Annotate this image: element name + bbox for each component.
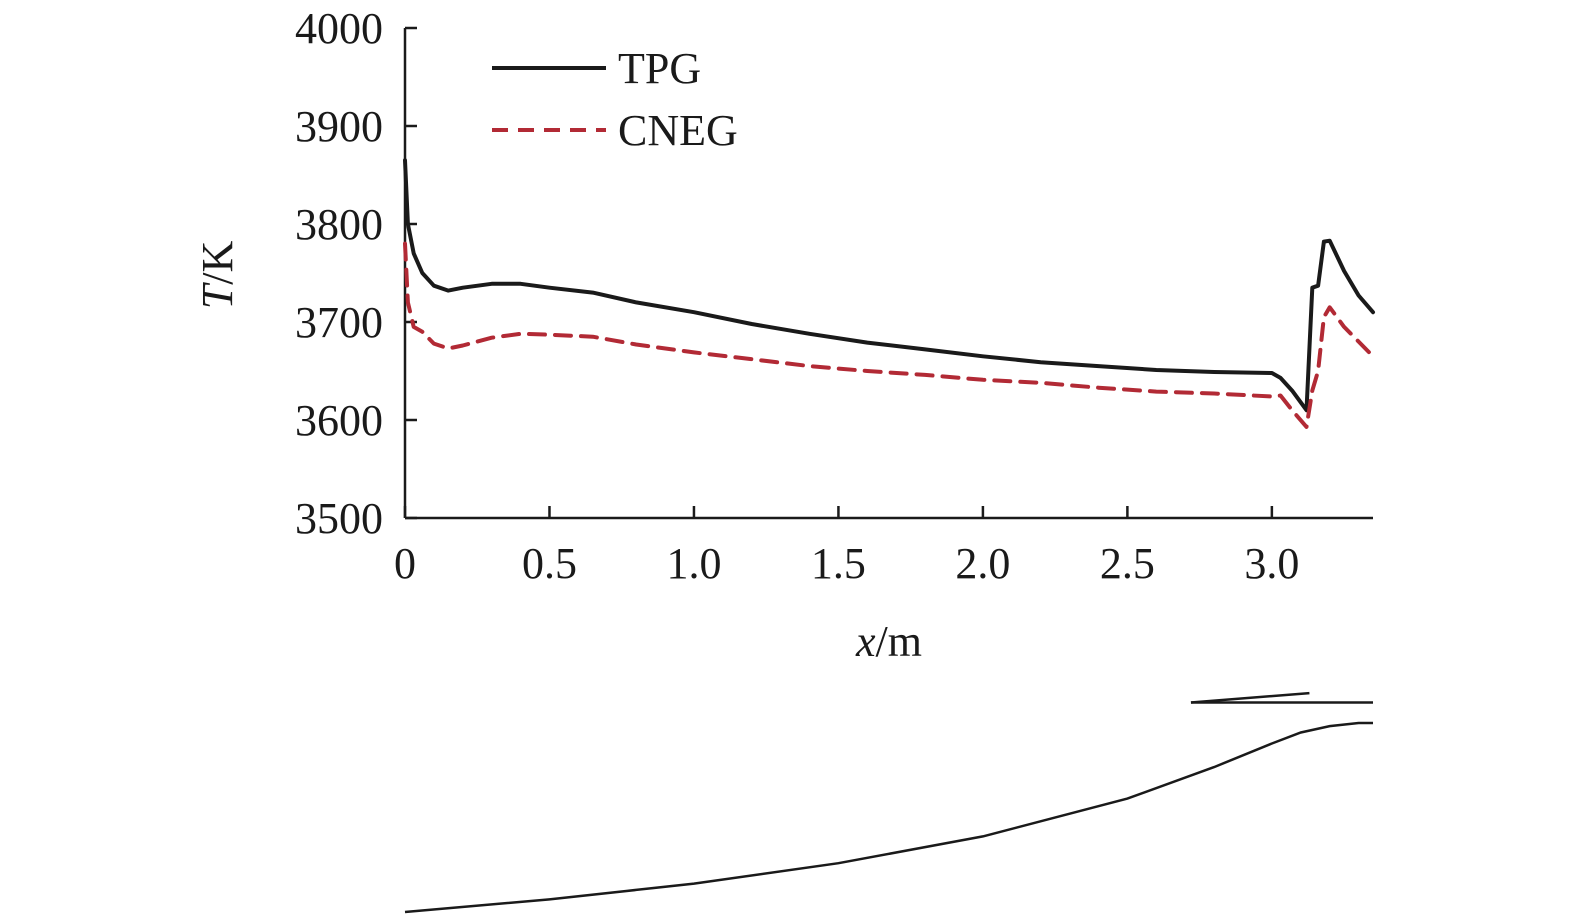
x-tick-label: 1.0 <box>666 539 721 588</box>
axes <box>403 28 1373 520</box>
series-group <box>403 158 1375 429</box>
cowl-lip-line <box>1190 691 1310 704</box>
y-tick-label: 4000 <box>295 4 383 53</box>
legend-label-tpg: TPG <box>618 44 701 93</box>
x-tick-label: 1.5 <box>811 539 866 588</box>
y-axis-label-unit: /K <box>193 241 242 285</box>
x-ticks: 0 0.5 1.0 1.5 2.0 2.5 3.0 <box>394 506 1299 588</box>
x-tick-label: 2.0 <box>955 539 1010 588</box>
x-tick-label: 0 <box>394 539 416 588</box>
y-tick-label: 3500 <box>295 494 383 543</box>
y-tick-label: 3900 <box>295 102 383 151</box>
x-tick-label: 3.0 <box>1244 539 1299 588</box>
series-line-cneg <box>403 241 1375 429</box>
x-axis-label-symbol: x <box>855 617 876 666</box>
y-tick-label: 3700 <box>295 298 383 347</box>
x-tick-label: 2.5 <box>1100 539 1155 588</box>
y-tick-label: 3600 <box>295 396 383 445</box>
x-axis-label: x/m <box>855 617 922 666</box>
x-axis-label-unit: /m <box>876 617 922 666</box>
y-ticks: 3500 3600 3700 3800 3900 4000 <box>295 4 417 543</box>
y-axis-label-symbol: T <box>193 281 242 309</box>
legend-label-cneg: CNEG <box>618 106 738 155</box>
y-axis-label: T/K <box>193 241 242 310</box>
geometry-sketch <box>404 691 1373 914</box>
y-tick-label: 3800 <box>295 200 383 249</box>
legend: TPG CNEG <box>492 44 738 155</box>
x-tick-label: 0.5 <box>522 539 577 588</box>
series-line-tpg <box>403 158 1375 413</box>
body-contour-line <box>404 721 1373 914</box>
